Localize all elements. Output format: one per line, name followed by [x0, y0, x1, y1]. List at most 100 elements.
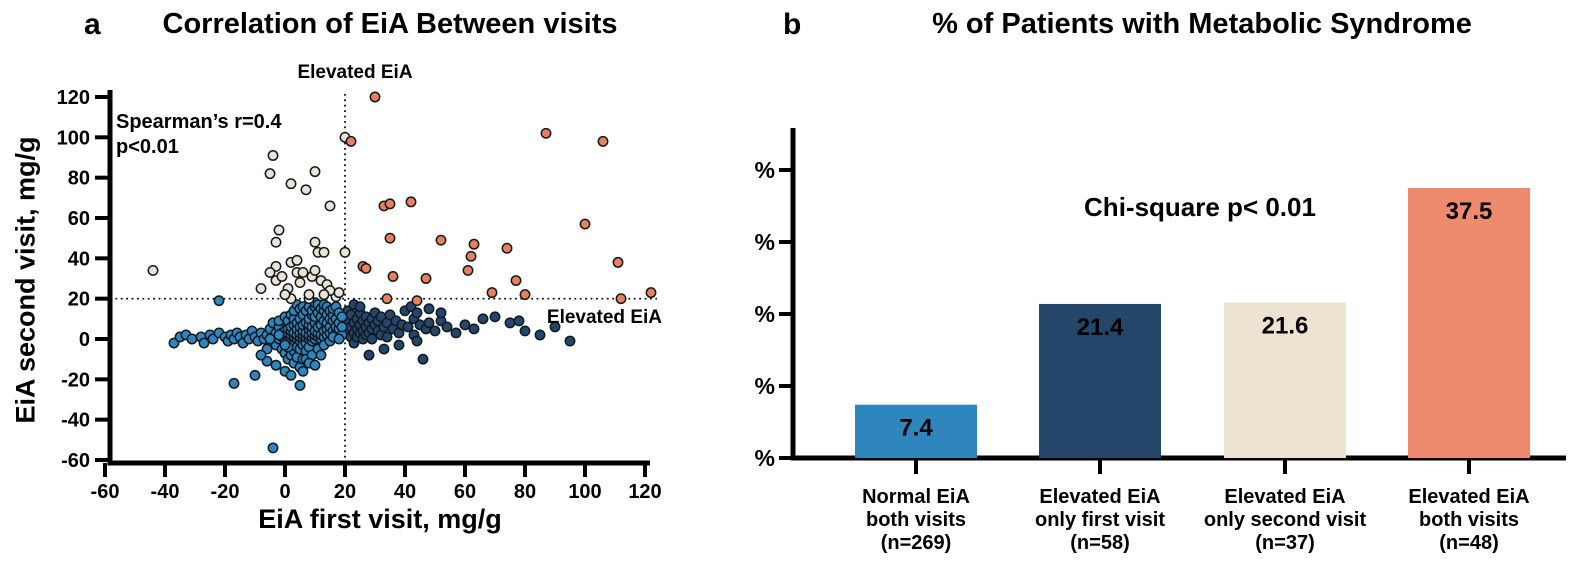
bar [855, 404, 977, 458]
y-tick-label: 30% [754, 229, 775, 255]
x-tick-label: 20 [334, 481, 356, 503]
scatter-point [540, 127, 552, 139]
scatter-point [420, 273, 432, 284]
category-label: Elevated EiA only second visit (n=37) [1204, 486, 1367, 554]
scatter-point [297, 365, 309, 377]
scatter-point [579, 218, 591, 230]
scatter-point [387, 271, 399, 282]
scatter-point [411, 335, 423, 347]
scatter-point [264, 333, 276, 345]
spearman-annotation-line1: Spearman’s r=0.4 [116, 111, 282, 133]
scatter-point [417, 353, 429, 365]
scatter-point [405, 196, 417, 208]
category-label-line: (n=48) [1439, 532, 1498, 554]
scatter-point [615, 293, 627, 305]
scatter-point [333, 287, 345, 299]
scatter-point [477, 313, 489, 325]
x-tick-label: -40 [151, 481, 180, 503]
spearman-annotation: Spearman’s r=0.4 p<0.01 [116, 110, 281, 160]
scatter-point [336, 311, 348, 323]
category-label-line: (n=269) [881, 532, 952, 554]
category-label-line: (n=37) [1255, 532, 1314, 554]
scatter-plot: 120 100 80 60 40 20 0 -20 -40 -60-60 -40 -20 0 20 40 60… [57, 87, 662, 503]
scatter-point [276, 271, 288, 282]
scatter-point [198, 337, 210, 349]
x-tick-label: -60 [91, 481, 120, 503]
scatter-point [369, 91, 381, 103]
scatter-point [597, 135, 609, 147]
category-label: Elevated EiA only first visit (n=58) [1035, 486, 1165, 554]
scatter-point [534, 329, 546, 341]
panel-b-letter: b [783, 8, 802, 41]
scatter-point [486, 287, 498, 299]
scatter-point [519, 289, 531, 301]
category-label: Normal EiA both visits (n=269) [862, 486, 970, 554]
bar-value-label: 21.6 [1262, 312, 1309, 339]
scatter-point [459, 319, 471, 331]
scatter-point [279, 339, 291, 351]
scatter-point [549, 321, 561, 333]
y-tick-label: 10% [754, 373, 775, 399]
scatter-point [468, 323, 480, 335]
scatter-point [384, 198, 396, 210]
scatter-point [429, 325, 441, 337]
x-tick-label: 80 [514, 481, 536, 503]
scatter-point [465, 250, 477, 262]
scatter-point [318, 289, 330, 301]
category-label-line: Elevated EiA [1039, 486, 1160, 508]
scatter-y-axis-title: EiA second visit, mg/g [10, 136, 41, 424]
scatter-point [147, 264, 159, 276]
y-tick-label: 20% [754, 301, 775, 327]
bar [1039, 303, 1161, 458]
scatter-point [285, 178, 297, 190]
spearman-annotation-line2: p<0.01 [116, 136, 179, 158]
scatter-point [300, 184, 312, 196]
scatter-point [279, 289, 291, 301]
elevated-eia-top-label: Elevated EiA [297, 62, 413, 83]
scatter-point [366, 333, 378, 345]
scatter-point [363, 349, 375, 361]
scatter-point [612, 256, 624, 268]
scatter-point [309, 264, 321, 276]
y-tick-label: -60 [61, 450, 90, 472]
scatter-point [402, 321, 414, 333]
scatter-point [285, 369, 297, 381]
bar-value-label: 37.5 [1446, 198, 1493, 225]
scatter-point [423, 303, 435, 315]
scatter-point [354, 301, 366, 313]
scatter-point [360, 262, 372, 274]
category-label-line: both visits [866, 509, 966, 531]
category-label-line: only first visit [1035, 509, 1165, 531]
scatter-point [309, 236, 321, 248]
bar-value-label: 7.4 [899, 415, 933, 442]
scatter-point [324, 200, 336, 212]
scatter-point [441, 321, 453, 333]
scatter-point [411, 307, 423, 319]
scatter-point [267, 442, 279, 454]
scatter-point [255, 349, 267, 361]
scatter-point [435, 307, 447, 319]
panel-a-letter: a [84, 8, 101, 41]
scatter-point [303, 289, 315, 301]
scatter-point [255, 283, 267, 295]
x-tick-label: -20 [211, 481, 240, 503]
y-tick-label: 120 [57, 87, 90, 109]
scatter-point [339, 246, 351, 258]
scatter-point [270, 359, 282, 371]
scatter-point [249, 369, 261, 381]
y-tick-label: 60 [68, 208, 90, 230]
scatter-point [309, 359, 321, 371]
scatter-point [501, 242, 513, 254]
panel-a-title: Correlation of EiA Between visits [162, 8, 618, 40]
scatter-point [381, 331, 393, 343]
bar-value-label: 21.4 [1077, 314, 1124, 341]
scatter-series [147, 131, 351, 305]
x-tick-label: 60 [454, 481, 476, 503]
scatter-series [342, 299, 576, 365]
x-tick-label: 40 [394, 481, 416, 503]
y-tick-label: -20 [61, 369, 90, 391]
category-label-line: only second visit [1204, 509, 1367, 531]
bar [1224, 302, 1346, 458]
